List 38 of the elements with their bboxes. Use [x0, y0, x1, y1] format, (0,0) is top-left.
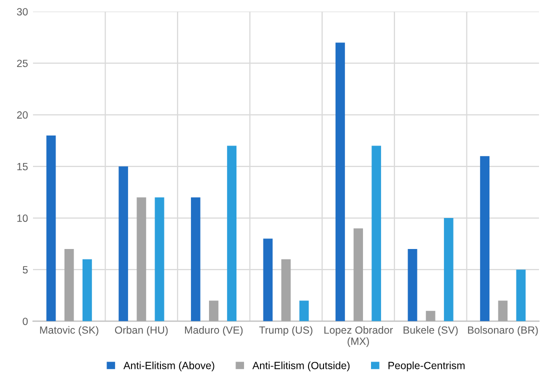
bar: [190, 197, 200, 322]
bar: [136, 197, 146, 322]
legend-label: Anti-Elitism (Outside): [252, 362, 350, 372]
bar: [408, 248, 418, 322]
y-tick-label: 0: [22, 318, 28, 326]
bar: [299, 300, 309, 322]
bar: [82, 259, 92, 322]
x-tick-label: Lopez Obrador (MX): [324, 326, 393, 347]
x-tick-label: Trump (US): [259, 326, 312, 336]
x-tick-label: Bolsonaro (BR): [468, 326, 538, 336]
y-tick-label: 5: [22, 266, 28, 274]
bar: [444, 218, 454, 322]
bar: [426, 310, 436, 322]
y-tick-label: 10: [17, 214, 28, 222]
y-tick-label: 25: [17, 60, 28, 68]
bar: [516, 270, 526, 322]
bar: [118, 166, 128, 322]
bar: [64, 248, 74, 322]
y-tick-label: 15: [17, 163, 28, 170]
bar: [498, 300, 508, 322]
bar: [281, 259, 291, 322]
x-tick-label: Orban (HU): [115, 326, 168, 336]
legend-label: Anti-Elitism (Above): [123, 362, 214, 372]
bar: [372, 146, 382, 322]
legend-label: People-Centrism: [388, 362, 465, 372]
y-tick-label: 20: [17, 111, 28, 119]
x-tick-label: Maduro (VE): [185, 326, 243, 336]
bar: [480, 156, 490, 322]
bar: [227, 146, 236, 322]
bar: [209, 300, 218, 322]
bar: [46, 135, 56, 322]
bar: [336, 42, 345, 322]
x-tick-label: Bukele (SV): [404, 326, 458, 336]
y-tick-label: 30: [16, 8, 28, 16]
x-tick-label: Matovic (SK): [40, 326, 98, 336]
bar: [354, 228, 363, 322]
bar: [263, 238, 273, 322]
bar: [154, 197, 164, 322]
